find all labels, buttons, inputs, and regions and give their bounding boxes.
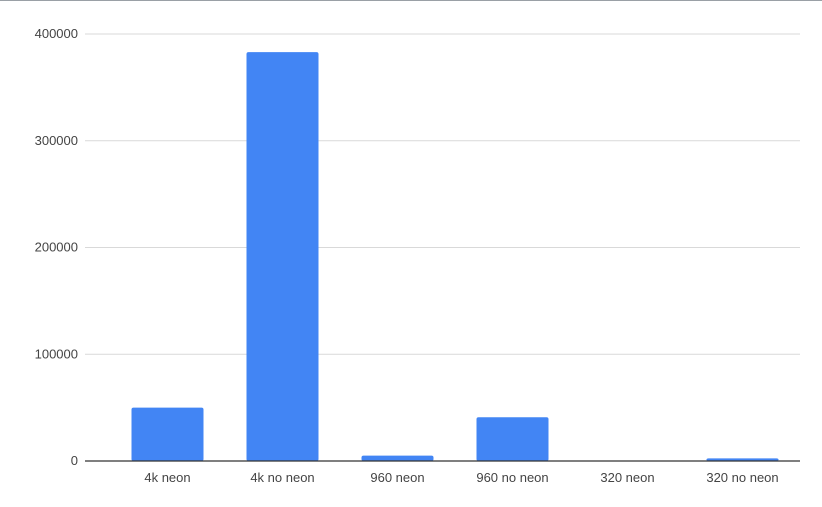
x-tick-label: 4k no neon (250, 470, 314, 485)
gridlines (85, 33, 800, 355)
y-tick-label: 200000 (35, 240, 78, 255)
x-tick-label: 960 neon (370, 470, 424, 485)
bar-4k-no-neon[interactable] (246, 52, 319, 462)
bar-4k-neon[interactable] (131, 407, 204, 461)
x-axis-ticks: 4k neon 4k no neon 960 neon 960 no neon 320 … (144, 470, 778, 485)
x-tick-label: 4k neon (144, 470, 190, 485)
y-tick-label: 400000 (35, 26, 78, 41)
x-tick-label: 320 neon (600, 470, 654, 485)
y-tick-label: 100000 (35, 346, 78, 361)
bar-960-neon[interactable] (361, 455, 434, 461)
y-axis-ticks: 0 100000 200000 300000 400000 (35, 26, 78, 468)
bars (131, 52, 779, 462)
bar-320-no-neon[interactable] (706, 458, 779, 461)
y-tick-label: 300000 (35, 133, 78, 148)
x-tick-label: 320 no neon (706, 470, 778, 485)
y-tick-label: 0 (71, 453, 78, 468)
bar-960-no-neon[interactable] (476, 417, 549, 461)
x-tick-label: 960 no neon (476, 470, 548, 485)
